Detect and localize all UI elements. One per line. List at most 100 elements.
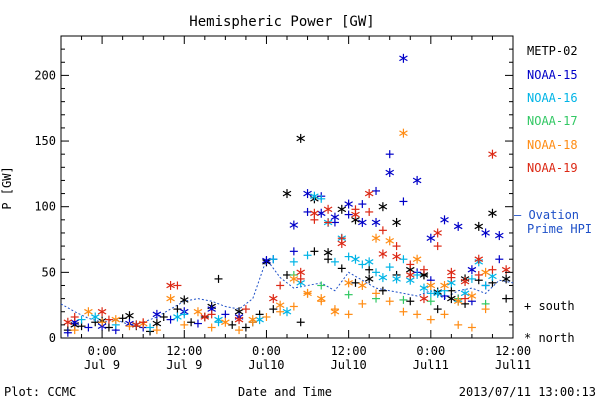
x-tick-label-time: 12:00 [331, 344, 367, 358]
data-point-north [371, 233, 381, 243]
data-point-north [474, 254, 484, 264]
data-point-south [344, 290, 353, 299]
data-point-north [84, 307, 93, 317]
data-point-north [303, 288, 312, 298]
data-point-south [399, 295, 408, 304]
plot-frame [60, 35, 514, 339]
data-point-north [392, 252, 401, 262]
data-point-north [399, 53, 408, 63]
data-point-north [255, 315, 264, 325]
data-point-north [351, 254, 360, 264]
y-axis-label: P [GW] [0, 166, 14, 209]
data-point-south [207, 310, 216, 319]
data-point-north [179, 295, 189, 305]
data-point-south [241, 305, 250, 314]
x-tick-label-time: 12:00 [495, 344, 531, 358]
data-point-south [289, 247, 298, 256]
data-point-south [214, 274, 223, 283]
data-point-south [481, 305, 490, 314]
data-point-south [317, 281, 326, 290]
data-point-north [125, 311, 134, 321]
data-point-south [269, 255, 278, 264]
data-point-north [426, 280, 436, 290]
x-tick-label-date: Jul11 [495, 358, 531, 372]
y-tick-label: 150 [34, 134, 56, 148]
legend-item-noaa-16: NOAA-16 [527, 91, 578, 105]
x-tick-label-date: Jul11 [413, 358, 449, 372]
data-point-north [364, 274, 374, 284]
data-point-north [132, 320, 141, 330]
data-point-south [426, 297, 435, 306]
data-point-south [207, 323, 216, 332]
x-tick-label-date: Jul10 [331, 358, 367, 372]
data-point-north [399, 128, 408, 138]
data-point-north [166, 280, 175, 290]
x-tick-label-date: Jul10 [248, 358, 284, 372]
data-point-north [282, 307, 292, 317]
data-point-south [385, 263, 394, 272]
data-point-south [139, 318, 148, 327]
data-point-north [303, 189, 312, 199]
data-point-south [426, 315, 435, 324]
x-tick-label-time: 12:00 [166, 344, 202, 358]
data-point-north [392, 217, 401, 227]
data-point-south [221, 310, 230, 319]
legend-item-noaa-17: NOAA-17 [527, 114, 578, 128]
legend-marker-north: * north [524, 331, 575, 345]
data-point-south [406, 260, 415, 269]
data-point-south [344, 210, 353, 219]
data-point-south [399, 197, 408, 206]
data-point-south [104, 323, 113, 332]
data-point-north [392, 274, 401, 284]
data-point-south [372, 289, 381, 298]
data-point-south [289, 257, 298, 266]
data-point-north [111, 315, 121, 325]
data-point-south [173, 281, 182, 290]
y-tick-label: 0 [49, 331, 56, 345]
data-point-south [324, 218, 333, 227]
data-point-north [193, 307, 203, 317]
data-point-north [221, 317, 230, 327]
data-point-north [364, 189, 374, 199]
data-point-north [152, 309, 162, 319]
legend-item-noaa-18: NOAA-18 [527, 138, 578, 152]
data-point-north [234, 315, 244, 325]
data-point-north [269, 294, 278, 304]
data-point-south [495, 255, 504, 264]
data-point-north [412, 254, 422, 264]
data-point-north [501, 265, 511, 275]
data-point-north [412, 175, 422, 185]
data-point-north [447, 294, 456, 304]
data-point-south [358, 260, 367, 269]
legend-item-metp-02: METP-02 [527, 44, 578, 58]
data-point-north [248, 315, 258, 325]
data-point-south [98, 318, 107, 327]
data-point-north [419, 294, 429, 304]
data-point-north [296, 267, 305, 277]
data-point-south [310, 247, 319, 256]
data-point-south [187, 318, 196, 327]
data-point-south [118, 314, 127, 323]
data-point-north [433, 288, 442, 298]
data-point-south [385, 150, 394, 159]
data-point-south [283, 270, 291, 279]
x-tick-label-date: Jul 9 [166, 358, 202, 372]
data-point-south [84, 323, 93, 332]
x-axis-label: Date and Time [238, 385, 332, 399]
data-point-south [276, 281, 285, 290]
data-point-north [323, 204, 333, 214]
data-point-north [97, 307, 107, 317]
data-point-south [303, 251, 312, 260]
data-point-south [365, 207, 374, 216]
data-point-south [413, 310, 422, 319]
data-point-north [474, 221, 484, 231]
x-tick-label-time: 0:00 [416, 344, 445, 358]
data-point-north [385, 168, 395, 178]
data-point-north [200, 312, 210, 322]
data-point-south [372, 186, 381, 195]
data-point-south [433, 242, 442, 251]
data-point-south [180, 310, 189, 319]
data-point-south [344, 310, 353, 319]
data-point-north [488, 208, 497, 218]
data-point-south [330, 257, 339, 266]
